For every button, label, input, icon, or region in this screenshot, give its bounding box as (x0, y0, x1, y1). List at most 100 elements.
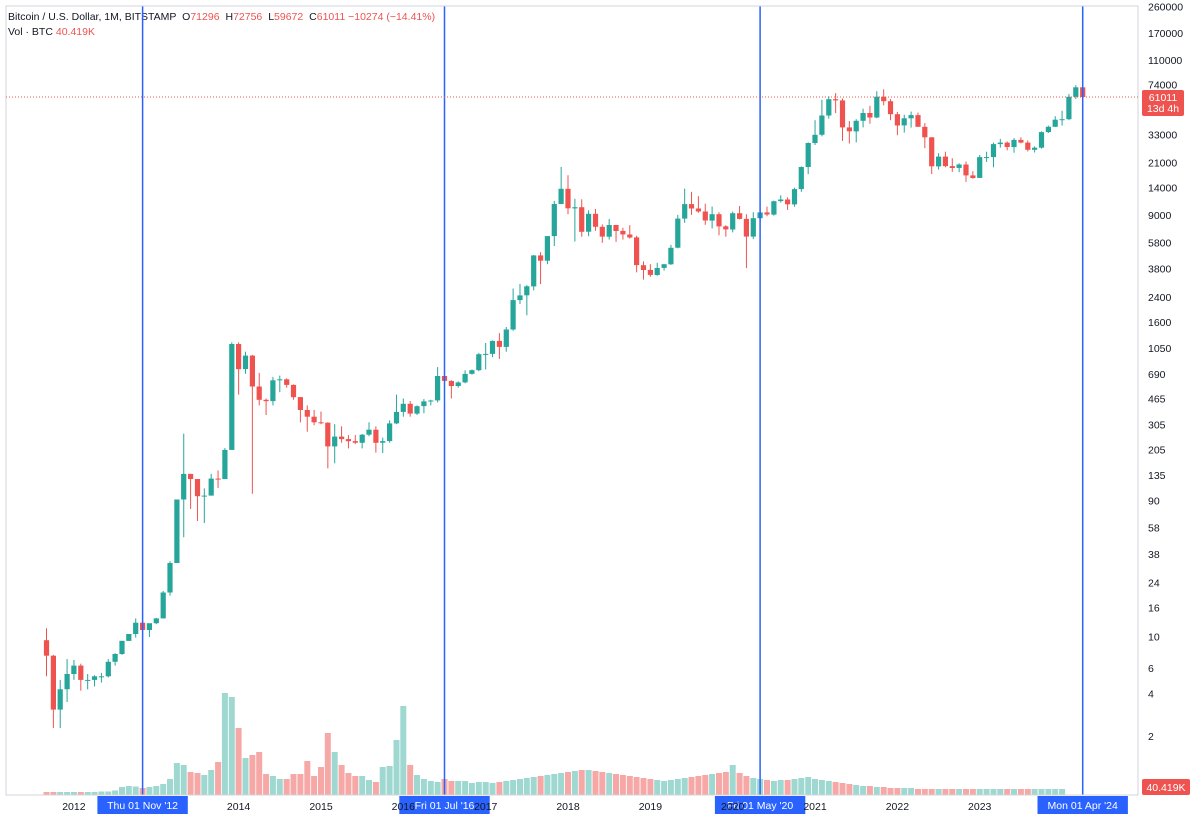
candle (750, 212, 756, 240)
volume-bar (716, 773, 722, 795)
legend-low-value: 59672 (274, 11, 304, 23)
volume-bar (949, 789, 956, 795)
date-flag-box (97, 796, 188, 814)
candle-body (256, 386, 262, 400)
candle (71, 660, 77, 680)
volume-bars (43, 693, 1066, 795)
candle (242, 351, 249, 374)
candle-body (640, 265, 647, 270)
candle-body (1004, 142, 1010, 147)
y-tick-label: 16 (1148, 602, 1160, 614)
candle-body (476, 354, 482, 371)
candle-body (551, 204, 557, 237)
volume-bar (208, 770, 215, 795)
volume-bar (1038, 789, 1045, 795)
candle (91, 675, 98, 687)
candle-body (695, 208, 701, 212)
candle (380, 437, 386, 453)
candle-body (1032, 147, 1038, 150)
y-tick-label: 260000 (1148, 2, 1183, 14)
legend-volume-value: 40.419K (55, 26, 95, 38)
date-flag-label: Mon 01 Apr '24 (1048, 800, 1118, 812)
candle-body (50, 655, 56, 710)
candle-body (579, 207, 585, 232)
x-tick-label: 2023 (968, 801, 992, 813)
candle (970, 171, 976, 179)
candle (1018, 137, 1024, 144)
volume-bar (352, 776, 359, 795)
volume-bar (420, 779, 427, 795)
candle (325, 422, 331, 469)
candle (1025, 140, 1031, 152)
candle (318, 411, 324, 425)
candle-body (853, 120, 859, 132)
candle-body (688, 204, 695, 209)
candle-body (970, 175, 976, 178)
volume-bar (64, 792, 71, 795)
candle-body (277, 379, 283, 381)
candle (908, 111, 914, 128)
y-tick-label: 170000 (1148, 28, 1183, 40)
candle-body (311, 416, 317, 423)
candle-body (894, 114, 900, 126)
candle (119, 640, 125, 655)
volume-bar (832, 782, 839, 795)
candle-body (963, 164, 969, 176)
candle (716, 212, 722, 236)
volume-bar (551, 774, 558, 795)
candle-body (647, 269, 653, 275)
candle (743, 214, 749, 269)
candle-body (462, 373, 468, 383)
candle (284, 378, 290, 388)
candle (558, 167, 564, 205)
volume-bar (400, 706, 407, 795)
volume-bar (928, 789, 935, 795)
candle-body (496, 340, 502, 347)
candle (1032, 146, 1038, 153)
volume-bar (372, 782, 379, 795)
candle (990, 142, 997, 168)
candle-body (1066, 96, 1072, 120)
volume-bar (167, 779, 173, 795)
y-tick-label: 9000 (1148, 210, 1172, 222)
volume-bar (427, 781, 434, 795)
volume-bar (894, 788, 901, 795)
volume-bar (729, 765, 736, 795)
y-tick-label: 1050 (1148, 343, 1172, 355)
candle-body (112, 654, 118, 662)
volume-bar (681, 778, 688, 795)
candle-body (284, 379, 290, 385)
volume-bar (702, 775, 709, 795)
candle (1066, 94, 1072, 121)
candle-body (833, 99, 839, 101)
volume-bar (318, 767, 324, 795)
candle (901, 114, 907, 133)
candle-body (85, 679, 91, 681)
volume-bar (366, 780, 372, 795)
candle (105, 659, 111, 678)
candle (222, 448, 228, 480)
candle (160, 591, 166, 619)
candle (627, 225, 633, 239)
candle (126, 634, 132, 641)
x-tick-label: 2022 (886, 801, 910, 813)
volume-bar (722, 772, 729, 795)
candle (345, 435, 351, 449)
candle-body (737, 213, 743, 219)
candle (503, 327, 509, 352)
legend-close-value: 61011 (316, 11, 346, 23)
candle-body (743, 218, 749, 237)
candle (1038, 131, 1045, 149)
candle (709, 206, 715, 229)
candle (956, 163, 962, 173)
y-tick-label: 38 (1148, 549, 1160, 561)
volume-bar (105, 791, 112, 795)
volume-bar (880, 787, 887, 795)
volume-bar (908, 788, 915, 795)
volume-bar (825, 781, 832, 795)
candle (352, 435, 358, 445)
candle-body (778, 199, 784, 202)
candle-body (524, 286, 530, 296)
candle-body (620, 230, 626, 235)
